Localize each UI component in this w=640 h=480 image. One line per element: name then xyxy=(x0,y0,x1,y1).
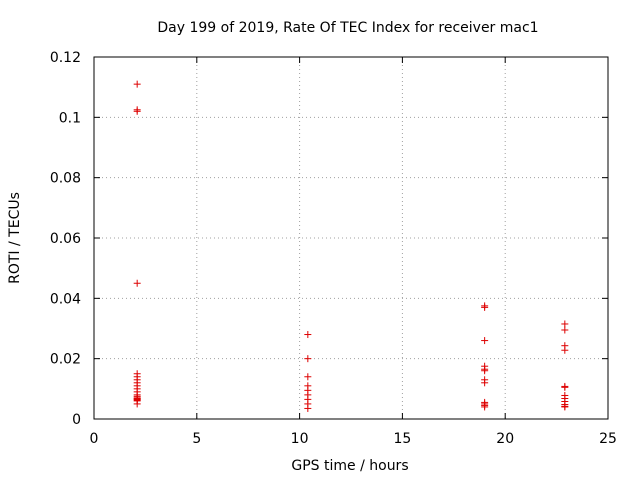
data-point xyxy=(561,403,569,411)
chart-title: Day 199 of 2019, Rate Of TEC Index for r… xyxy=(157,20,538,36)
data-point xyxy=(481,303,489,311)
x-axis-label: GPS time / hours xyxy=(291,458,408,474)
y-axis-ticks: 0 0.02 0.04 0.06 0.08 0.1 0.12 xyxy=(50,50,608,428)
y-axis-label: ROTI / TECUs xyxy=(7,192,23,284)
x-tick-label: 20 xyxy=(496,431,514,447)
data-point xyxy=(481,379,489,387)
data-point xyxy=(304,373,312,381)
x-tick-label: 0 xyxy=(90,431,99,447)
data-point xyxy=(561,383,569,391)
y-tick-label: 0.1 xyxy=(59,110,81,126)
grid-lines xyxy=(94,57,608,419)
data-point xyxy=(561,326,569,334)
data-point xyxy=(481,403,489,411)
data-point xyxy=(304,355,312,363)
y-tick-label: 0.08 xyxy=(50,171,81,187)
y-tick-label: 0.06 xyxy=(50,231,81,247)
data-point xyxy=(133,80,141,88)
x-tick-label: 15 xyxy=(393,431,411,447)
data-point xyxy=(561,346,569,354)
x-axis-ticks: 0 5 10 15 20 25 xyxy=(90,57,617,447)
data-point xyxy=(133,279,141,287)
data-point xyxy=(304,404,312,412)
x-tick-label: 10 xyxy=(291,431,309,447)
y-tick-label: 0.12 xyxy=(50,50,81,66)
x-tick-label: 5 xyxy=(192,431,201,447)
data-points xyxy=(133,80,569,412)
data-point xyxy=(481,337,489,345)
y-tick-label: 0 xyxy=(72,412,81,428)
data-point xyxy=(481,367,489,375)
data-point xyxy=(133,400,141,408)
data-point xyxy=(561,320,569,328)
x-tick-label: 25 xyxy=(599,431,617,447)
data-point xyxy=(133,107,141,115)
y-tick-label: 0.02 xyxy=(50,352,81,368)
y-tick-label: 0.04 xyxy=(50,291,81,307)
data-point xyxy=(304,331,312,339)
